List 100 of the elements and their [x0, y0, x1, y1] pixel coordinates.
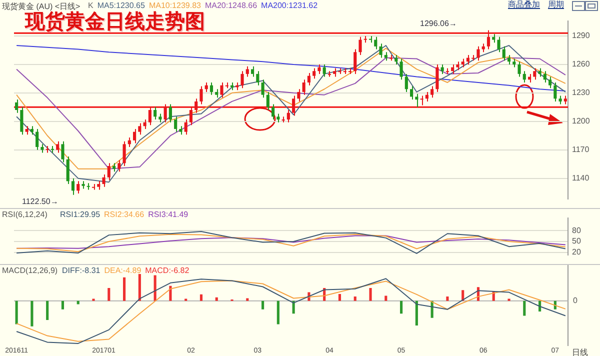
bar	[262, 300, 264, 310]
candlestick	[318, 64, 321, 74]
candlestick	[400, 58, 403, 80]
y-tick-label: 1200	[572, 116, 590, 126]
text: DIFF:-8.31	[62, 266, 100, 275]
chart-title: MACD(12,26,9)	[2, 266, 58, 275]
bar	[338, 294, 342, 301]
candlestick	[415, 93, 418, 108]
candlestick	[256, 70, 260, 86]
candlestick	[250, 66, 254, 78]
candlestick	[56, 140, 60, 154]
text: 周期	[548, 0, 564, 10]
bar	[169, 286, 172, 301]
candlestick	[302, 79, 306, 96]
candlestick	[436, 64, 439, 92]
candlestick	[66, 156, 70, 185]
legend-title: K	[88, 1, 94, 10]
y-tick-label: 1260	[572, 60, 590, 69]
candlestick	[272, 104, 275, 120]
candlestick	[354, 48, 357, 74]
candlestick	[240, 70, 244, 89]
candlestick	[307, 72, 310, 86]
text: MA10:1239.83	[148, 1, 201, 10]
candlestick	[168, 104, 172, 123]
chart-title: RSI(6,12,24)	[2, 210, 48, 219]
candlestick	[210, 82, 214, 96]
text: RSI3:41.49	[148, 210, 188, 219]
candlestick	[554, 82, 557, 102]
candlestick	[548, 76, 552, 89]
bar	[446, 296, 449, 301]
candlestick	[543, 70, 546, 83]
bar	[523, 300, 526, 316]
candlestick	[107, 162, 110, 181]
candlestick	[297, 88, 300, 102]
candlestick	[138, 122, 142, 136]
bar	[15, 300, 18, 324]
bar	[384, 296, 388, 301]
candlestick	[184, 118, 188, 136]
candlestick	[36, 128, 39, 150]
y-tick-label: 1140	[572, 174, 590, 183]
chart-title: 现货黄金 (AU) <日线>	[2, 1, 80, 11]
bar	[154, 275, 156, 301]
bar	[30, 300, 34, 326]
bar	[123, 277, 126, 301]
bar	[108, 288, 110, 301]
y-tick-label: 1290	[572, 31, 590, 40]
text: MA200:1231.62	[261, 1, 318, 10]
candlestick	[533, 68, 536, 80]
bar	[354, 296, 356, 301]
y-tick-label: 1170	[572, 145, 590, 154]
candlestick	[76, 180, 80, 194]
text: 日线	[572, 348, 588, 356]
candlestick	[15, 99, 18, 114]
text: DEA:-4.89	[104, 266, 142, 275]
candlestick	[404, 73, 408, 92]
candlestick	[286, 110, 290, 123]
series-label: MACD:-6.82	[145, 266, 190, 275]
annotation: 现货黄金日线走势图	[25, 9, 205, 33]
candlestick	[71, 178, 75, 196]
bar	[215, 297, 218, 301]
candlestick	[220, 82, 224, 98]
candlestick	[518, 61, 521, 78]
candlestick	[266, 91, 270, 110]
bar	[61, 300, 64, 310]
text: 商品叠加	[508, 0, 540, 10]
y-tick-label: 50	[572, 236, 582, 246]
text: RSI2:34.66	[104, 210, 144, 219]
text: RSI1:29.95	[60, 210, 100, 219]
annotation: 1296.06→	[420, 19, 457, 28]
candlestick	[374, 36, 378, 50]
candlestick	[476, 46, 480, 62]
ref-line-label: 0	[573, 296, 578, 306]
candlestick	[174, 116, 178, 132]
candlestick	[430, 86, 434, 98]
y-tick-label: 80	[572, 226, 582, 235]
candlestick	[61, 140, 64, 163]
bar	[200, 294, 203, 301]
candlestick	[379, 43, 382, 58]
candlestick	[312, 68, 316, 80]
candlestick	[102, 174, 106, 188]
bar	[400, 300, 403, 314]
bar	[138, 274, 141, 301]
text: MA5:1230.65	[97, 1, 145, 10]
candlestick	[502, 46, 506, 62]
candlestick	[322, 64, 326, 78]
bar	[369, 288, 372, 301]
bar	[415, 300, 418, 326]
candlestick	[20, 106, 24, 136]
candlestick	[522, 70, 526, 83]
candlestick	[246, 66, 249, 78]
candlestick	[133, 128, 136, 144]
candlestick	[358, 36, 362, 56]
y-tick-label: 20	[572, 248, 582, 257]
candlestick	[410, 86, 414, 100]
bar	[46, 300, 49, 320]
candlestick	[200, 86, 203, 105]
candlestick	[122, 140, 126, 166]
candlestick	[497, 36, 500, 53]
candlestick	[154, 106, 157, 120]
text: MA20:1248.66	[204, 1, 258, 10]
